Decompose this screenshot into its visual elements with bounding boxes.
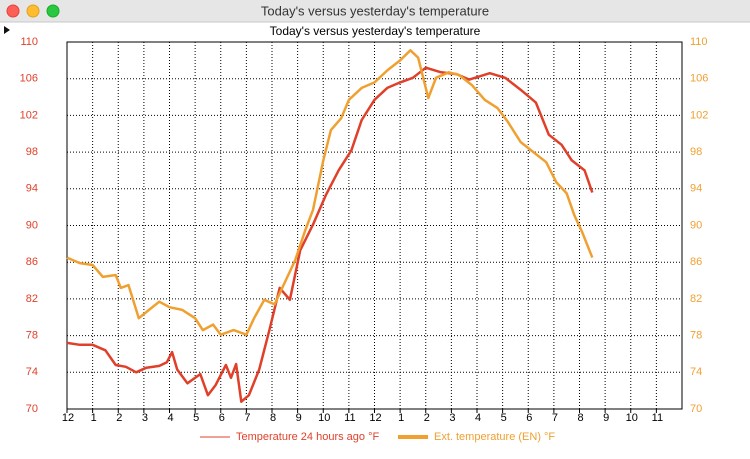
y-tick-label: 70 bbox=[26, 403, 38, 415]
x-tick-label: 2 bbox=[424, 412, 430, 424]
x-tick-label: 7 bbox=[244, 412, 250, 424]
y2-tick-label: 74 bbox=[690, 366, 702, 378]
x-tick-label: 8 bbox=[270, 412, 276, 424]
title-bar bbox=[0, 0, 750, 22]
legend-label: Temperature 24 hours ago °F bbox=[236, 431, 379, 443]
x-tick-label: 3 bbox=[142, 412, 148, 424]
y-tick-label: 98 bbox=[26, 146, 38, 158]
series-line bbox=[66, 66, 594, 403]
y-tick-label: 94 bbox=[26, 183, 38, 195]
chart-title: Today's versus yesterday's temperature bbox=[270, 24, 481, 38]
close-button[interactable] bbox=[6, 4, 20, 18]
y2-tick-label: 90 bbox=[690, 219, 702, 231]
disclosure-triangle[interactable] bbox=[4, 26, 10, 34]
y-tick-label: 86 bbox=[26, 256, 38, 268]
y2-tick-label: 82 bbox=[690, 293, 702, 305]
series-line bbox=[66, 49, 594, 336]
y2-tick-label: 110 bbox=[690, 36, 708, 48]
minimize-button[interactable] bbox=[26, 4, 40, 18]
y-tick-label: 102 bbox=[20, 109, 38, 121]
x-tick-label: 3 bbox=[449, 412, 455, 424]
y2-tick-label: 98 bbox=[690, 146, 702, 158]
x-tick-label: 12 bbox=[369, 412, 381, 424]
x-tick-label: 8 bbox=[577, 412, 583, 424]
x-tick-label: 10 bbox=[626, 412, 638, 424]
x-tick-label: 11 bbox=[344, 412, 355, 424]
y2-tick-label: 94 bbox=[690, 183, 702, 195]
window-title: Today's versus yesterday's temperature bbox=[261, 3, 489, 18]
y-tick-label: 78 bbox=[26, 330, 38, 342]
x-tick-label: 4 bbox=[167, 412, 173, 424]
x-tick-label: 1 bbox=[398, 412, 404, 424]
x-tick-label: 5 bbox=[193, 412, 199, 424]
y2-tick-label: 78 bbox=[690, 330, 702, 342]
x-tick-label: 9 bbox=[603, 412, 609, 424]
y-tick-label: 106 bbox=[20, 73, 38, 85]
x-tick-label: 10 bbox=[318, 412, 330, 424]
x-tick-label: 1 bbox=[91, 412, 97, 424]
y2-tick-label: 102 bbox=[690, 109, 708, 121]
x-tick-label: 2 bbox=[116, 412, 122, 424]
x-tick-label: 6 bbox=[526, 412, 532, 424]
y-tick-label: 110 bbox=[20, 36, 38, 48]
y-tick-label: 74 bbox=[26, 366, 38, 378]
x-tick-label: 6 bbox=[219, 412, 225, 424]
y2-tick-label: 70 bbox=[690, 403, 702, 415]
x-tick-label: 11 bbox=[652, 412, 663, 424]
legend-label: Ext. temperature (EN) °F bbox=[434, 431, 555, 443]
x-tick-label: 7 bbox=[552, 412, 558, 424]
y-tick-label: 90 bbox=[26, 219, 38, 231]
x-tick-label: 9 bbox=[296, 412, 302, 424]
y-tick-label: 82 bbox=[26, 293, 38, 305]
zoom-button[interactable] bbox=[46, 4, 60, 18]
x-tick-label: 12 bbox=[62, 412, 74, 424]
x-tick-label: 5 bbox=[501, 412, 507, 424]
y2-tick-label: 86 bbox=[690, 256, 702, 268]
x-tick-label: 4 bbox=[475, 412, 481, 424]
y2-tick-label: 106 bbox=[690, 73, 708, 85]
